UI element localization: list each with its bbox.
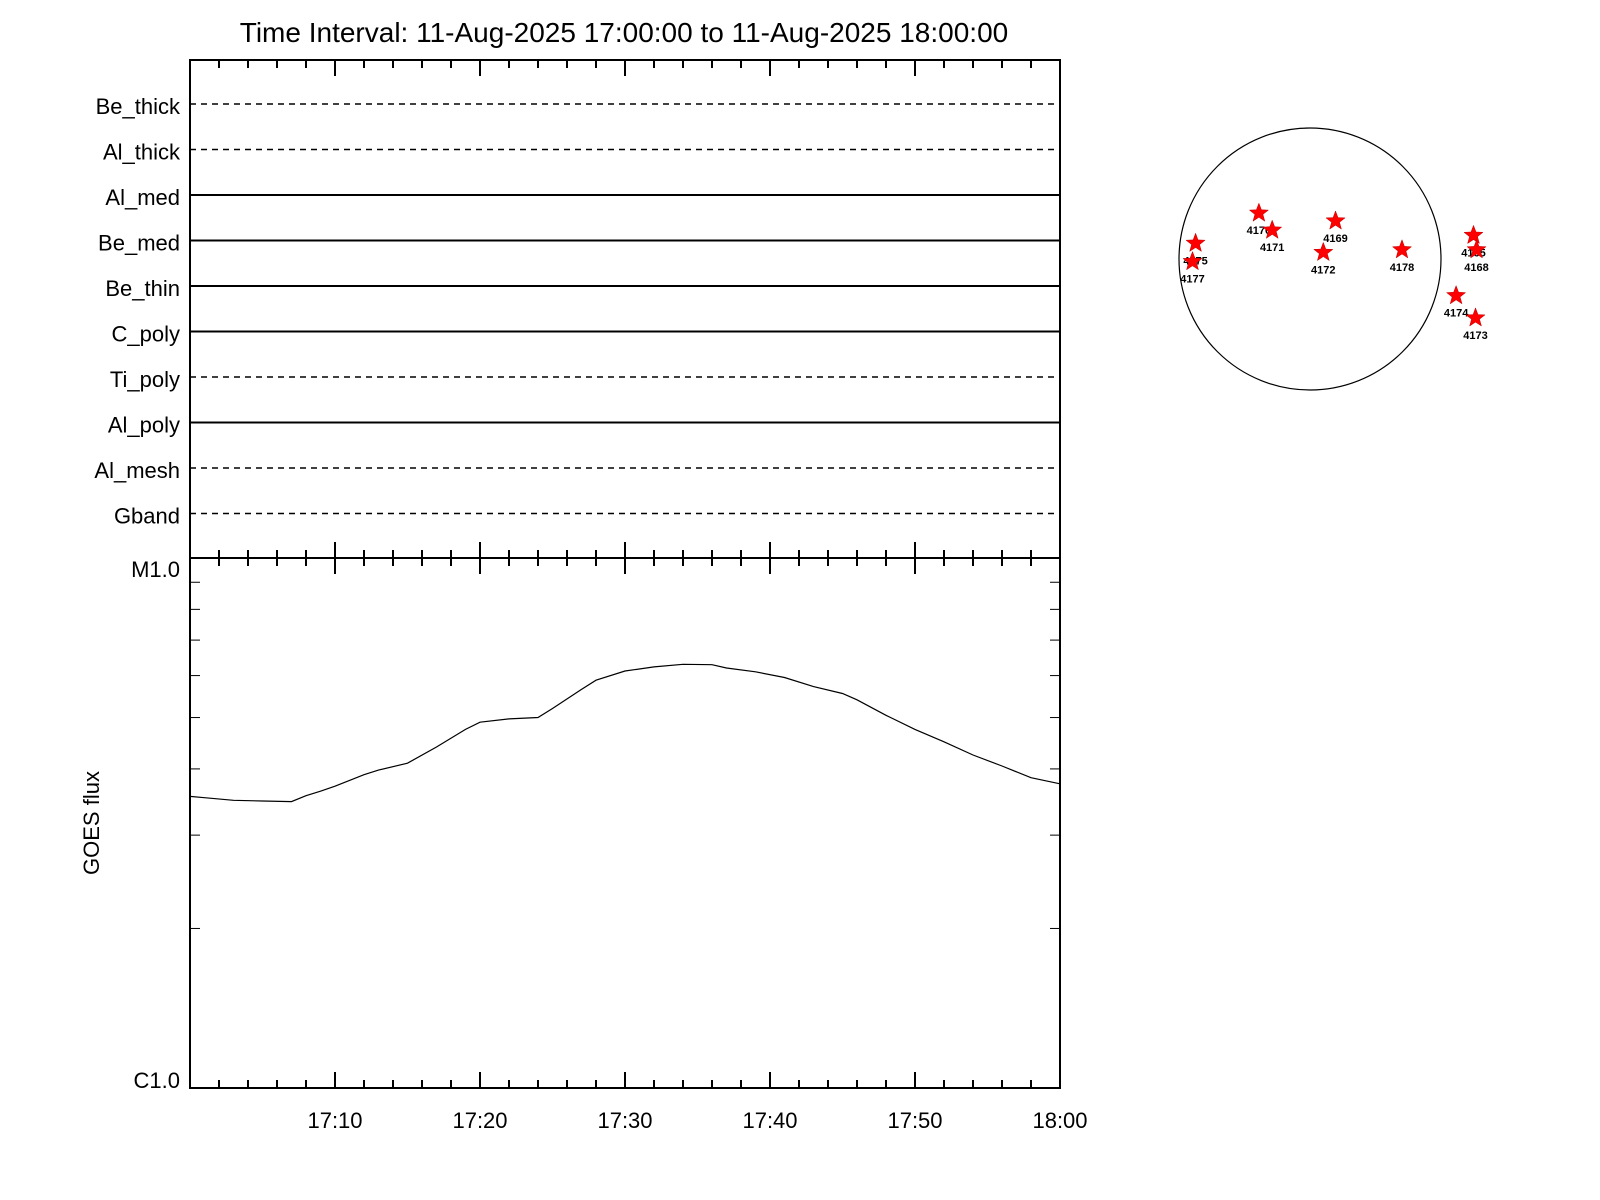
ar-star-4173 [1465,307,1486,327]
xtick-label: 18:00 [1032,1108,1087,1133]
solar-disk-panel: 4176417141694175417741724178416541684174… [1178,127,1489,391]
filter-label-al-med: Al_med [105,185,180,210]
ytick-label-c1: C1.0 [134,1068,180,1093]
xtick-label: 17:30 [597,1108,652,1133]
ar-star-4174 [1445,284,1467,305]
active-region-markers: 4176417141694175417741724178416541684174… [1180,202,1489,342]
ar-star-4178 [1391,239,1413,259]
xtick-label: 17:20 [452,1108,507,1133]
ar-label-4171: 4171 [1260,242,1284,254]
ar-star-4177 [1182,250,1203,271]
top-axis-ticks [189,60,1061,76]
ar-star-4169 [1325,210,1346,230]
ar-star-4175 [1185,232,1206,252]
chart-title: Time Interval: 11-Aug-2025 17:00:00 to 1… [240,17,1008,48]
flux-axis-ticks [189,542,1061,1088]
ar-label-4177: 4177 [1180,274,1204,286]
flux-panel-frame [189,557,1061,1089]
ar-star-4168 [1466,239,1487,259]
filter-label-gband: Gband [114,504,180,529]
ar-label-4173: 4173 [1463,330,1487,342]
filter-label-be-thin: Be_thin [105,276,180,301]
goes-flux-line [189,663,1061,803]
ar-star-4171 [1262,219,1283,239]
filter-label-al-mesh: Al_mesh [94,458,180,483]
filter-label-al-thick: Al_thick [103,140,181,165]
ar-label-4172: 4172 [1311,264,1335,276]
ar-label-4178: 4178 [1390,262,1414,274]
ar-label-4169: 4169 [1323,233,1347,245]
ar-star-4165 [1463,224,1484,245]
solar-disk-circle [1178,127,1442,391]
xtick-label: 17:10 [307,1108,362,1133]
filter-label-al-poly: Al_poly [108,413,180,438]
ar-star-4172 [1313,241,1334,262]
goes-flux-panel: M1.0 C1.0 GOES flux 17:10 17:20 17:30 17:40… [79,542,1088,1133]
filter-label-c-poly: C_poly [112,322,180,347]
filter-panel-frame [189,59,1061,559]
x-tick-labels: 17:10 17:20 17:30 17:40 17:50 18:00 [307,1108,1087,1133]
filter-label-be-thick: Be_thick [96,94,181,119]
ar-label-4168: 4168 [1464,262,1488,274]
xtick-label: 17:40 [742,1108,797,1133]
filter-label-ti-poly: Ti_poly [110,367,180,392]
filter-lines-group: Be_thick Al_thick Al_med Be_med Be_thin C_pol… [94,94,1060,529]
ar-label-4174: 4174 [1444,308,1469,320]
y-axis-label: GOES flux [79,771,104,875]
filter-label-be-med: Be_med [98,231,180,256]
ytick-label-m1: M1.0 [131,557,180,582]
ar-star-4176 [1248,202,1270,222]
xtick-label: 17:50 [887,1108,942,1133]
filter-state-panel: Be_thick Al_thick Al_med Be_med Be_thin C_pol… [94,59,1061,559]
